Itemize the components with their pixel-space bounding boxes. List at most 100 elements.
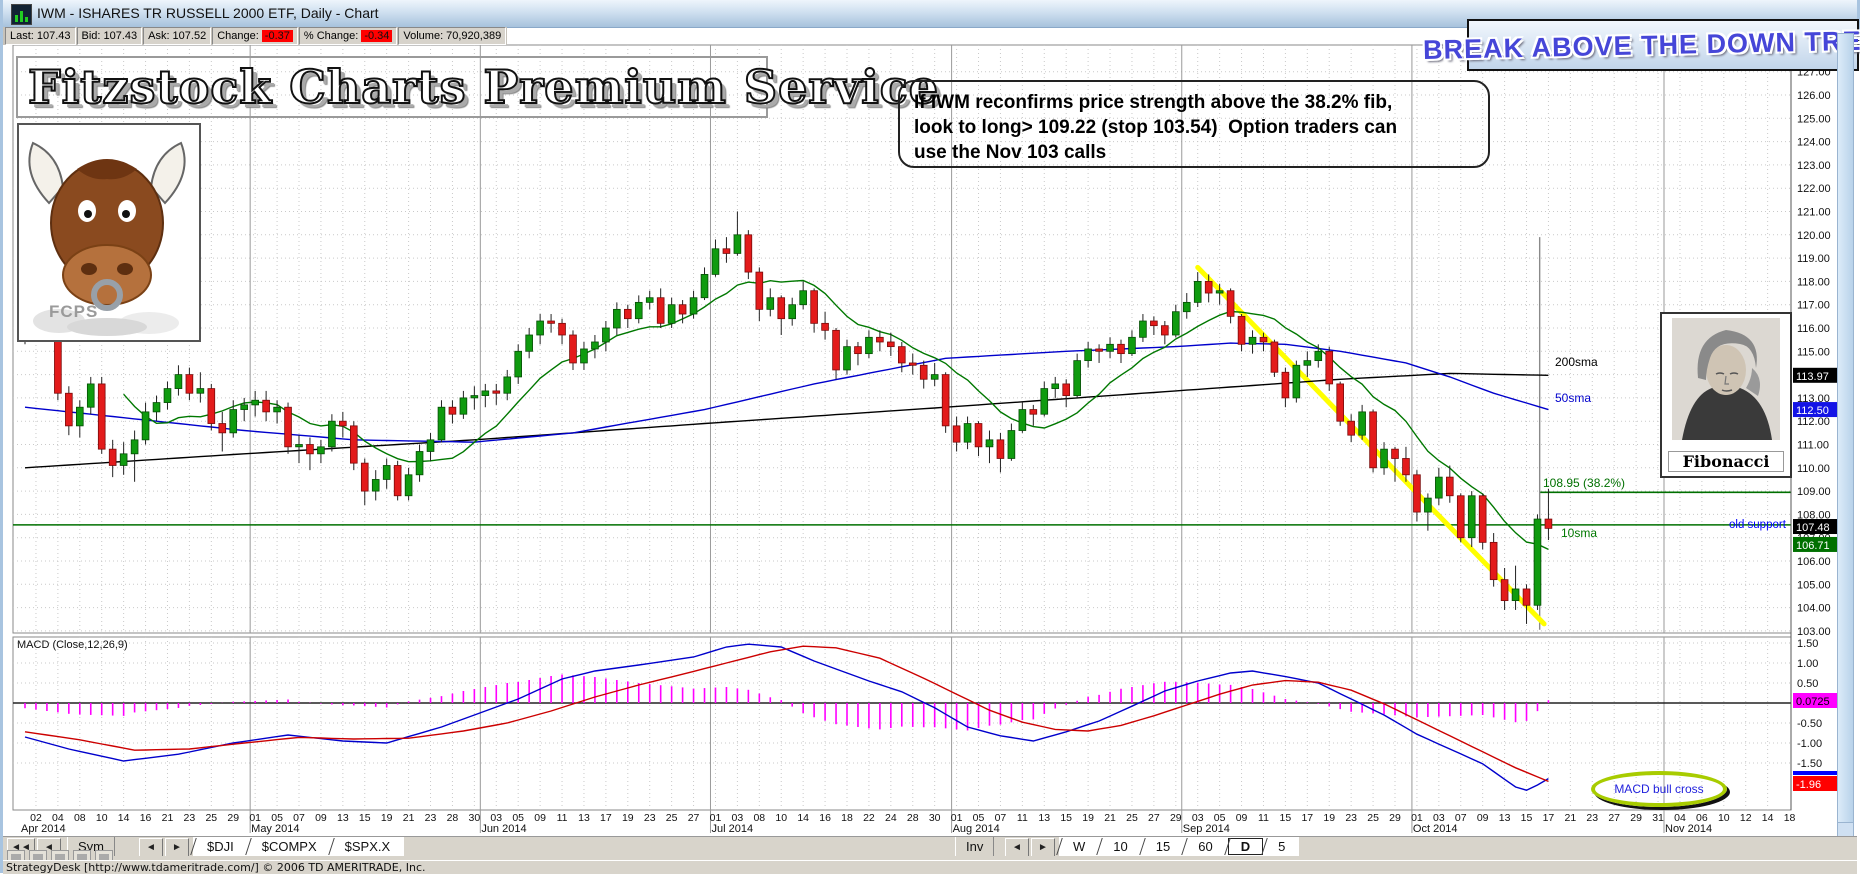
tab-symbol-spxx[interactable]: $SPX.X (331, 837, 405, 856)
month-label: Nov 2014 (1665, 823, 1712, 835)
candle-body (164, 389, 171, 403)
date-tick-label: 31 (1652, 812, 1664, 824)
symbol-prev-button[interactable]: ◄ (139, 838, 163, 857)
date-tick-label: 23 (184, 812, 196, 824)
candle-body (65, 393, 72, 426)
candle-body (98, 384, 105, 449)
candle-body (1403, 458, 1410, 474)
quote-label-change: Change: (217, 30, 259, 42)
date-tick-label: 15 (1280, 812, 1292, 824)
macd-bull-cross-annotation: MACD bull cross (1591, 771, 1727, 807)
candle-body (1315, 351, 1322, 360)
vertical-scrollbar[interactable] (1837, 33, 1854, 823)
date-tick-label: 21 (403, 812, 415, 824)
date-tick-label: 16 (140, 812, 152, 824)
candle-body (1041, 389, 1048, 415)
tab-timeframe-5[interactable]: 5 (1264, 837, 1299, 856)
scrollbar-corner[interactable] (1837, 822, 1854, 837)
candle-body (307, 445, 314, 454)
macd-scale-label: -0.50 (1797, 718, 1822, 730)
date-tick-label: 29 (1389, 812, 1401, 824)
tab-timeframe-10[interactable]: 10 (1099, 837, 1141, 856)
trade-note-box: If IWM reconfirms price strength above t… (898, 80, 1490, 168)
date-tick-label: 10 (775, 812, 787, 824)
date-tick-label: 13 (337, 812, 349, 824)
date-tick-label: 13 (578, 812, 590, 824)
candle-body (383, 465, 390, 479)
candle-body (350, 426, 357, 463)
fibonacci-portrait-box: Fibonacci (1660, 312, 1792, 478)
date-tick-label: 19 (1323, 812, 1335, 824)
date-tick-label: 16 (819, 812, 831, 824)
candle-body (657, 298, 664, 324)
inv-button[interactable]: Inv (955, 837, 994, 856)
candle-body (1227, 291, 1234, 317)
candle-body (887, 342, 894, 347)
candle-body (186, 375, 193, 394)
symbol-next-button[interactable]: ► (165, 838, 189, 857)
quote-field-pct-change: % Change:-0.34 (299, 27, 398, 45)
date-tick-label: 19 (1082, 812, 1094, 824)
price-scale-label: 117.00 (1797, 300, 1830, 312)
candle-body (876, 337, 883, 342)
fibonacci-portrait-image (1672, 318, 1780, 440)
bull-logo-image (19, 125, 195, 336)
sma200-label: 200sma (1555, 355, 1598, 369)
fcps-caption: FCPS (49, 302, 98, 322)
month-label: May 2014 (251, 823, 299, 835)
candle-body (1150, 321, 1157, 326)
candle-body (1019, 410, 1026, 431)
date-tick-label: 27 (1608, 812, 1620, 824)
candle-body (1435, 477, 1442, 498)
month-label: Aug 2014 (953, 823, 1000, 835)
date-tick-label: 10 (1718, 812, 1730, 824)
date-tick-label: 27 (1148, 812, 1160, 824)
date-tick-label: 19 (622, 812, 634, 824)
candle-body (471, 396, 478, 398)
quote-label-volume: Volume: (403, 30, 443, 42)
candle-body (800, 291, 807, 305)
candle-body (1161, 326, 1168, 335)
sma50-value-box-text: 112.50 (1796, 405, 1829, 417)
tab-timeframe-w[interactable]: W (1059, 837, 1099, 856)
timeframe-prev-button[interactable]: ◄ (1005, 838, 1029, 857)
price-scale-label: 119.00 (1797, 253, 1830, 265)
macd-scale-label: -1.00 (1797, 738, 1822, 750)
candle-body (1512, 589, 1519, 601)
date-tick-label: 11 (1258, 812, 1269, 824)
candle-body (778, 298, 785, 319)
date-tick-label: 27 (688, 812, 700, 824)
tab-symbol-strip: $DJI$COMPX$SPX.X (193, 837, 404, 856)
quote-field-volume: Volume:70,920,389 (398, 27, 506, 45)
candle-body (285, 407, 292, 447)
tab-symbol-dji[interactable]: $DJI (193, 837, 248, 856)
quote-field-ask: Ask:107.52 (143, 27, 211, 45)
sma200-value-box-text: 113.97 (1796, 371, 1829, 383)
timeframe-next-button[interactable]: ► (1031, 838, 1055, 857)
date-tick-label: 15 (1521, 812, 1533, 824)
candle-body (1523, 589, 1530, 605)
date-tick-label: 30 (469, 812, 481, 824)
candle-body (602, 328, 609, 342)
candle-body (822, 323, 829, 330)
date-tick-label: 15 (359, 812, 371, 824)
tab-symbol-compx[interactable]: $COMPX (248, 837, 331, 856)
last-price-box-text: 107.48 (1796, 522, 1830, 534)
candle-body (1271, 342, 1278, 372)
price-scale-label: 111.00 (1797, 440, 1829, 452)
trade-note-line-3: use the Nov 103 calls (914, 140, 1474, 165)
date-tick-label: 23 (1586, 812, 1598, 824)
date-tick-label: 09 (1236, 812, 1248, 824)
tab-timeframe-15[interactable]: 15 (1142, 837, 1184, 856)
sma10-value-box-text: 106.71 (1796, 540, 1830, 552)
tab-timeframe-60[interactable]: 60 (1184, 837, 1226, 856)
month-label: Jul 2014 (711, 823, 753, 835)
old-support-label: old support (1729, 519, 1787, 531)
macd-scale-label: -1.50 (1797, 758, 1822, 770)
tab-timeframe-d[interactable]: D (1227, 837, 1264, 856)
date-tick-label: 24 (885, 812, 897, 824)
date-tick-label: 21 (1565, 812, 1577, 824)
date-tick-label: 10 (96, 812, 108, 824)
candle-body (197, 389, 204, 394)
